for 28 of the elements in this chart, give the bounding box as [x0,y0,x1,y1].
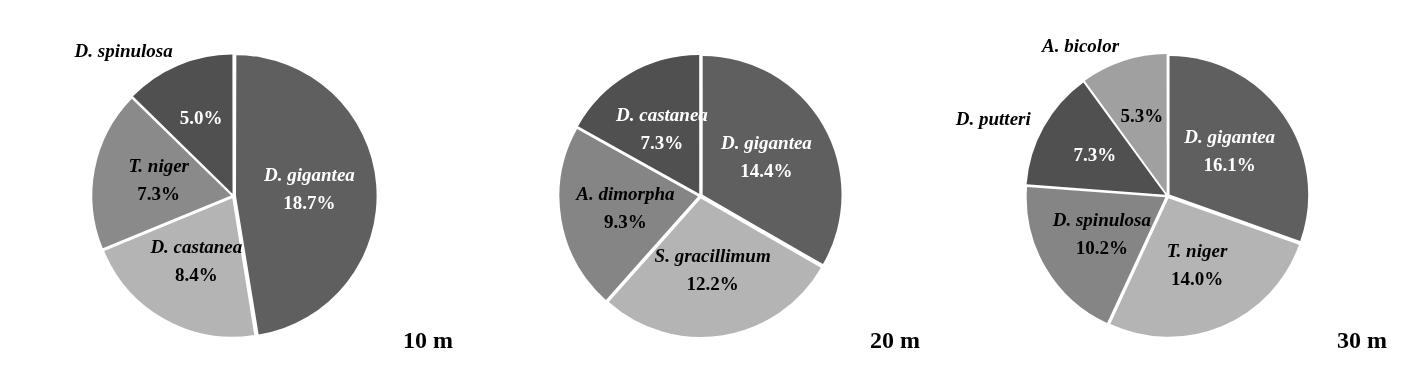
data-label: 7.3% [640,132,684,154]
slice-label: A. bicolor [1040,35,1120,57]
slice-label: T. niger [1166,240,1228,262]
text: 10 m [403,327,453,354]
data-label: 9.3% [604,210,647,232]
slice-label: A. dimorpha [575,182,675,204]
slice-label: D. putteri [954,107,1032,129]
text: 20 m [870,327,920,354]
data-label: 7.3% [1073,143,1117,165]
data-label: 14.4% [740,159,793,181]
slice-label: D. spinulosa [73,39,174,61]
slice-label: S. gracillimum [654,245,771,267]
data-label: 5.0% [179,107,223,129]
data-label: 7.3% [137,183,181,205]
data-label: 14.0% [1170,268,1224,290]
slice-label: D. gigantea [1183,125,1276,147]
slice-label: D. gigantea [263,163,356,185]
data-label: 8.4% [174,264,218,286]
slice-label: D. gigantea [720,131,813,153]
slice-label: D. spinulosa [1051,208,1152,230]
slice-label: D. castanea [149,236,243,258]
slice-label: T. niger [128,155,190,177]
data-label: 12.2% [686,273,739,295]
data-label: 5.3% [1120,104,1164,126]
data-label: 10.2% [1075,236,1128,258]
data-label: 18.7% [283,191,336,213]
data-label: 16.1% [1203,153,1256,175]
text: 30 m [1337,327,1387,354]
